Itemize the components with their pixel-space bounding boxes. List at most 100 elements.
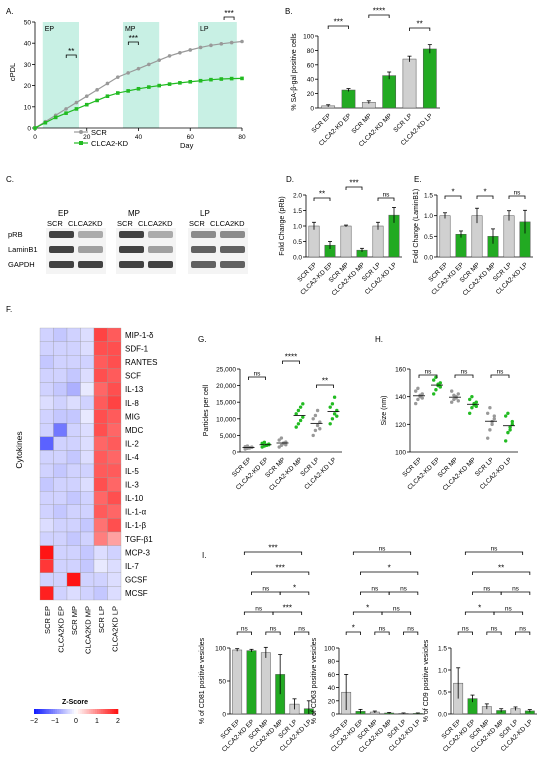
chart-D-bar <box>308 225 320 258</box>
chart-H-point <box>510 422 514 427</box>
heatmap-cell <box>53 463 68 478</box>
heatmap-legend-tick: 2 <box>116 718 120 725</box>
heatmap-cell <box>53 395 68 410</box>
chart-A-point <box>147 85 151 89</box>
heatmap-cell <box>93 409 108 424</box>
chart-G-point <box>279 436 284 440</box>
chart-H-point <box>486 411 490 415</box>
chart-G-point <box>311 417 315 421</box>
blot-band <box>119 246 144 253</box>
heatmap-cell <box>66 327 81 342</box>
heatmap-legend-swatch <box>101 709 104 714</box>
chart-I-3-significance-label: ns <box>512 586 520 593</box>
chart-H-significance-bracket <box>418 374 438 378</box>
chart-I-3-significance-label: ns <box>491 546 499 553</box>
chart-H-point <box>434 388 438 392</box>
heatmap-cell <box>66 341 81 356</box>
chart-A-point <box>157 83 161 88</box>
chart-B-ytick-label: 80 <box>307 48 315 55</box>
heatmap-cell <box>39 395 54 410</box>
blot-band <box>191 261 216 268</box>
chart-A-point <box>33 126 37 130</box>
heatmap-cell <box>39 355 54 369</box>
chart-B-ytick-label: 40 <box>307 77 315 84</box>
chart-H-point <box>416 397 420 402</box>
heatmap-cell <box>107 559 122 573</box>
chart-A-annotation: *** <box>129 34 138 43</box>
chart-H-point <box>474 404 478 409</box>
chart-A-xtick-label: 80 <box>238 134 246 141</box>
chart-E-ytick-label: 1.0 <box>424 213 433 220</box>
heatmap-legend-swatch <box>40 709 43 714</box>
heatmap-cell <box>53 327 68 342</box>
chart-I-3-ytick-label: 1.5 <box>438 646 447 653</box>
heatmap-legend-swatch <box>92 709 96 714</box>
heatmap-row-label: SDF-1 <box>125 344 149 353</box>
heatmap-cell <box>39 463 54 478</box>
heatmap-cell <box>53 586 68 601</box>
heatmap-cell <box>93 368 108 383</box>
chart-H-point <box>508 425 512 429</box>
chart-A-point <box>74 100 79 105</box>
heatmap-row-label: IL-7 <box>125 562 139 571</box>
heatmap-cell <box>66 518 81 533</box>
heatmap-cell <box>93 436 108 451</box>
chart-B-ylabel: % SA-β-gal positive cells <box>291 33 298 111</box>
heatmap-cell <box>66 463 81 478</box>
chart-A-point <box>157 58 161 62</box>
chart-A-point <box>229 40 234 45</box>
heatmap-cell <box>107 586 122 601</box>
chart-H-point <box>510 419 514 424</box>
heatmap-legend-swatch <box>99 709 102 714</box>
chart-G-point <box>277 438 281 442</box>
chart-H-point <box>416 386 420 391</box>
chart-I-3-significance-bracket <box>515 631 531 635</box>
heatmap-cell <box>107 436 122 451</box>
chart-I-2-significance-label: ns <box>393 606 401 613</box>
heatmap-cell <box>80 491 95 505</box>
chart-H-point <box>470 406 474 410</box>
chart-A-point <box>198 78 203 83</box>
blot-band <box>148 261 173 268</box>
chart-I-3-significance-label: ns <box>505 606 513 613</box>
heatmap-cell <box>39 586 54 601</box>
heatmap-column-label: SCR EP <box>43 606 52 634</box>
chart-A-xlabel: Day <box>180 141 194 150</box>
chart-G-point <box>298 418 303 423</box>
heatmap-legend-swatch <box>55 709 58 714</box>
chart-B-significance-label: *** <box>334 18 343 27</box>
heatmap-cell <box>93 327 108 342</box>
chart-I-3-ytick-label: 1.0 <box>438 668 447 675</box>
heatmap-cell <box>107 327 122 342</box>
heatmap-cell <box>107 382 122 397</box>
chart-G-point <box>330 417 335 421</box>
chart-I-2-ytick-label: 40 <box>328 685 336 692</box>
chart-H-point <box>492 414 496 418</box>
chart-H-ylabel: Size (nm) <box>381 396 388 426</box>
heatmap-legend-swatch <box>52 709 56 714</box>
heatmap-column-label: CLCA2KD MP <box>83 606 92 654</box>
chart-E-bar <box>439 215 451 258</box>
chart-A-point <box>95 98 99 103</box>
heatmap-cell <box>80 531 95 546</box>
heatmap-ylabel: Cytokines <box>14 431 24 468</box>
chart-I-2-significance-label: * <box>352 624 355 633</box>
chart-G-significance-bracket <box>316 384 334 388</box>
heatmap-cell <box>66 559 81 573</box>
chart-A-point <box>126 71 130 75</box>
chart-I-2-significance-label: ns <box>379 626 387 633</box>
heatmap-cell <box>80 423 95 437</box>
chart-G-point <box>315 408 320 413</box>
heatmap-legend-swatch <box>80 709 83 714</box>
heatmap-cell <box>93 341 108 356</box>
chart-H-ytick-label: 100 <box>395 450 406 457</box>
chart-A-ytick-label: 10 <box>24 104 32 111</box>
heatmap-legend-swatch <box>84 709 87 714</box>
chart-H-point <box>490 422 494 427</box>
phase-band <box>198 22 237 128</box>
heatmap-row-label: IL-2 <box>125 440 139 449</box>
heatmap-cell <box>107 450 122 465</box>
chart-A-point <box>188 48 193 52</box>
heatmap-cell <box>66 504 81 519</box>
heatmap-cell <box>53 436 68 451</box>
